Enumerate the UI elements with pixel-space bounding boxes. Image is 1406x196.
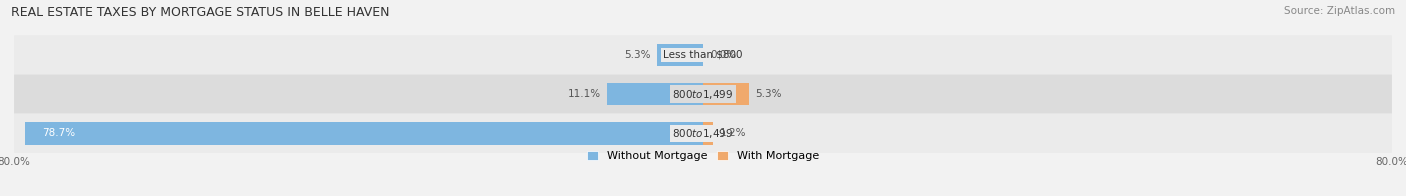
FancyBboxPatch shape — [14, 114, 1392, 153]
Legend: Without Mortgage, With Mortgage: Without Mortgage, With Mortgage — [588, 151, 818, 162]
Text: REAL ESTATE TAXES BY MORTGAGE STATUS IN BELLE HAVEN: REAL ESTATE TAXES BY MORTGAGE STATUS IN … — [11, 6, 389, 19]
Bar — [703, 122, 713, 145]
Text: Less than $800: Less than $800 — [664, 50, 742, 60]
Text: 11.1%: 11.1% — [568, 89, 600, 99]
Text: 78.7%: 78.7% — [42, 128, 76, 138]
Text: 5.3%: 5.3% — [755, 89, 782, 99]
Bar — [607, 83, 703, 105]
Text: 0.0%: 0.0% — [710, 50, 737, 60]
FancyBboxPatch shape — [14, 74, 1392, 114]
Bar — [703, 83, 748, 105]
Text: $800 to $1,499: $800 to $1,499 — [672, 127, 734, 140]
Text: 1.2%: 1.2% — [720, 128, 747, 138]
Bar — [658, 44, 703, 66]
Text: $800 to $1,499: $800 to $1,499 — [672, 88, 734, 101]
FancyBboxPatch shape — [14, 35, 1392, 74]
Text: Source: ZipAtlas.com: Source: ZipAtlas.com — [1284, 6, 1395, 16]
Text: 5.3%: 5.3% — [624, 50, 651, 60]
Bar — [25, 122, 703, 145]
